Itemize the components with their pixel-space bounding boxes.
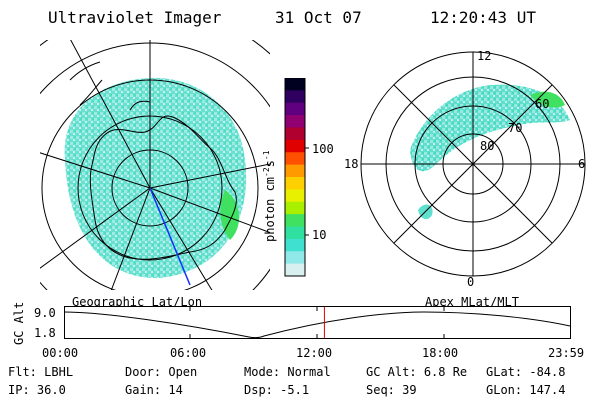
timeline-ytick-1: 1.8 [34,326,56,340]
spacecraft-ground-track [149,187,191,286]
colorbar-swatch [285,115,305,129]
time-label: 12:20:43 UT [430,8,536,27]
altitude-curve [64,311,571,339]
colorbar-swatch [285,102,305,116]
aurora-emission-left [64,77,247,279]
meridian-lines [40,40,270,290]
mlat-label-80: 80 [480,139,494,153]
mlt-label-0: 0 [467,275,474,289]
colorbar [284,78,309,277]
colorbar-unit-label: photon cm-2s-1 [262,150,277,242]
instrument-title: Ultraviolet Imager [48,8,222,27]
footer-gain: Gain: 14 [125,383,183,397]
continent-outline [89,115,237,260]
timeline-xtick-0: 00:00 [42,346,79,360]
mlt-label-6: 6 [578,157,585,171]
geographic-label: Geographic Lat/Lon [72,295,203,309]
timeline-xtick-3: 18:00 [422,346,459,360]
footer-door: Door: Open [125,365,198,379]
geographic-map [40,40,270,290]
footer-glon: GLon: 147.4 [486,383,566,397]
mlat-label-60: 60 [535,97,549,111]
colorbar-swatch [285,177,305,190]
colorbar-gradient [285,78,305,277]
polar-plot: 12 18 6 0 80 70 60 [344,50,586,289]
footer-flt: Flt: LBHL [8,365,74,379]
apex-label: Apex MLat/MLT [425,295,519,309]
colorbar-swatch [285,214,305,228]
timeline-xtick-2: 12:00 [296,346,333,360]
colorbar-swatch [285,164,305,178]
colorbar-swatch [285,251,305,265]
mlt-meridians [361,52,585,276]
bright-patch-left [220,190,240,240]
footer-mode: Mode: Normal [244,365,331,379]
mlat-label-70: 70 [508,121,522,135]
colorbar-swatch [285,90,305,104]
mlt-label-12: 12 [477,50,491,63]
timeline-xtick-1: 06:00 [170,346,207,360]
bright-arc [530,91,565,108]
timeline-ylabel: GC Alt [12,301,26,345]
colorbar-swatch [285,226,305,240]
footer-seq: Seq: 39 [366,383,417,397]
colorbar-swatch [285,152,305,166]
colorbar-swatch [285,78,305,91]
auroral-oval [410,84,570,172]
footer-gcalt: GC Alt: 6.8 Re [366,365,468,379]
timeline-xtick-4: 23:59 [548,346,585,360]
mlt-label-18: 18 [344,157,358,171]
colorbar-swatch [285,263,305,277]
altitude-timeline [64,306,571,339]
footer-glat: GLat: -84.8 [486,365,566,379]
footer-dsp: Dsp: -5.1 [244,383,310,397]
colorbar-swatch [285,139,305,153]
colorbar-tick-100: 100 [312,142,334,156]
colorbar-swatch [285,127,305,141]
date-label: 31 Oct 07 [275,8,362,27]
colorbar-swatch [285,189,305,203]
colorbar-tick-10: 10 [312,228,327,242]
timeline-ytick-9: 9.0 [34,306,56,320]
footer-ip: IP: 36.0 [8,383,66,397]
colorbar-swatch [285,238,305,252]
colorbar-swatch [285,201,305,215]
